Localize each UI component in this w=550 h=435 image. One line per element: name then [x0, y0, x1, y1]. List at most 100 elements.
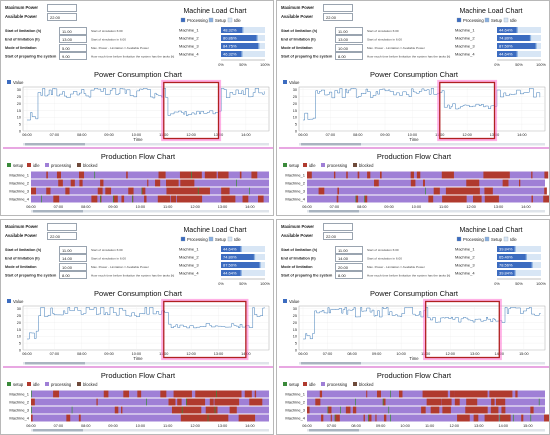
- power-scrollbar-thumb[interactable]: [25, 362, 85, 365]
- load-machine-label-2: Machine_2: [455, 36, 475, 41]
- flow-idle-segment: [180, 179, 195, 187]
- power-y-tick-5: 10: [293, 116, 297, 120]
- load-legend-swatch-1: [456, 236, 462, 242]
- param-input-4[interactable]: 9.00: [59, 52, 87, 60]
- flow-scrollbar-track[interactable]: [307, 210, 545, 213]
- flow-idle-segment: [345, 406, 351, 414]
- power-y-tick-1: 30: [17, 307, 21, 311]
- max-power-input[interactable]: [323, 223, 353, 231]
- flow-scrollbar-thumb[interactable]: [309, 429, 359, 432]
- flow-x-tick-8: 13:00: [474, 424, 484, 428]
- flow-idle-segment: [96, 398, 98, 406]
- load-bar-processing: [497, 43, 536, 49]
- flow-x-tick-2: 07:00: [330, 205, 340, 209]
- power-scrollbar-thumb[interactable]: [301, 143, 361, 146]
- power-scrollbar-track[interactable]: [299, 143, 545, 146]
- power-x-tick-5: 10:00: [396, 352, 406, 356]
- load-bar-processing: [221, 35, 257, 41]
- available-power-input[interactable]: 22.00: [47, 232, 77, 240]
- max-power-input[interactable]: [47, 4, 77, 12]
- flow-idle-segment: [375, 414, 377, 422]
- load-bar-processing: [497, 270, 515, 276]
- flow-idle-segment: [214, 398, 232, 406]
- simulation-panel-2: Maximum Power Available Power Start of lim…: [276, 0, 550, 216]
- power-scrollbar-thumb[interactable]: [25, 143, 85, 146]
- flow-x-tick-7: 12:00: [449, 424, 459, 428]
- flow-legend-label-2: idle: [309, 382, 316, 387]
- load-axis-tick-1: 0%: [218, 282, 224, 286]
- flow-idle-segment: [244, 390, 252, 398]
- flow-scrollbar-track[interactable]: [31, 210, 269, 213]
- param-input-2[interactable]: 14.00: [335, 254, 363, 262]
- flow-idle-segment: [352, 406, 357, 414]
- power-y-tick-2: 25: [17, 314, 21, 318]
- param-input-3[interactable]: 10.00: [335, 43, 363, 52]
- flow-idle-segment: [31, 398, 35, 406]
- power-x-tick-4: 09:00: [104, 133, 114, 137]
- param-input-1[interactable]: 11.00: [335, 26, 363, 35]
- param-input-2[interactable]: 13.00: [59, 35, 87, 43]
- power-scrollbar-track[interactable]: [23, 143, 269, 146]
- available-power-input[interactable]: 22.00: [47, 13, 77, 21]
- param-label-2: End of limitation (h): [281, 38, 316, 42]
- load-bar-percent-4: 44.64%: [499, 52, 513, 57]
- param-input-4[interactable]: 8.00: [59, 271, 87, 279]
- power-scrollbar-track[interactable]: [299, 362, 545, 365]
- power-y-tick-7: 0: [295, 348, 297, 352]
- param-input-1[interactable]: 11.00: [59, 26, 87, 35]
- load-bar-percent-1: 48.32%: [223, 28, 237, 33]
- available-power-input[interactable]: 22.00: [323, 13, 353, 21]
- max-power-label: Maximum Power: [281, 5, 314, 10]
- load-bar-idle: [221, 51, 265, 57]
- power-x-label: Time: [133, 137, 143, 142]
- load-legend-label-1: Processing: [463, 237, 484, 242]
- load-bar-idle: [221, 246, 265, 252]
- flow-idle-segment: [471, 398, 478, 406]
- flow-row-processing: [31, 398, 269, 406]
- panel-canvas: Maximum Power Available Power Start of lim…: [279, 5, 549, 213]
- load-machine-label-4: Machine_4: [455, 271, 475, 276]
- max-power-input[interactable]: [323, 4, 353, 12]
- param-input-3[interactable]: 20.00: [335, 262, 363, 271]
- power-scrollbar-thumb[interactable]: [301, 362, 361, 365]
- flow-setup-segment: [355, 398, 356, 406]
- flow-setup-segment: [207, 414, 209, 422]
- available-power-input[interactable]: 22.00: [323, 232, 353, 240]
- flow-scrollbar-track[interactable]: [307, 429, 545, 432]
- power-legend-swatch: [283, 80, 287, 84]
- flow-idle-segment: [78, 171, 85, 179]
- param-input-2[interactable]: 13.00: [335, 35, 363, 43]
- param-note-4: How much time before limitation the syst…: [91, 55, 174, 59]
- param-note-2: Start of simulation in 6:00: [91, 257, 126, 261]
- param-input-3[interactable]: 10.00: [59, 262, 87, 271]
- flow-legend-label-2: idle: [33, 163, 40, 168]
- flow-idle-segment: [191, 171, 202, 179]
- power-y-tick-1: 30: [17, 88, 21, 92]
- flow-idle-segment: [410, 171, 414, 179]
- load-bar-setup: [516, 51, 518, 57]
- flow-x-tick-3: 08:00: [81, 424, 91, 428]
- flow-setup-segment: [146, 398, 147, 406]
- flow-legend-label-1: setup: [13, 382, 24, 387]
- flow-legend-label-3: processing: [51, 163, 72, 168]
- flow-scrollbar-thumb[interactable]: [33, 429, 83, 432]
- flow-setup-segment: [390, 390, 391, 398]
- power-scrollbar-track[interactable]: [23, 362, 269, 365]
- param-input-4[interactable]: 8.00: [335, 52, 363, 60]
- flow-scrollbar-thumb[interactable]: [33, 210, 83, 213]
- max-power-input[interactable]: [47, 223, 77, 231]
- param-input-4[interactable]: 8.00: [335, 271, 363, 279]
- flow-setup-segment: [327, 406, 329, 414]
- flow-scrollbar-thumb[interactable]: [309, 210, 359, 213]
- param-input-1[interactable]: 11.00: [335, 245, 363, 254]
- flow-idle-segment: [382, 398, 386, 406]
- flow-machine-label-2: Machine_2: [9, 181, 29, 186]
- param-input-2[interactable]: 14.00: [59, 254, 87, 262]
- flow-scrollbar-track[interactable]: [31, 429, 269, 432]
- flow-idle-segment: [179, 171, 192, 179]
- param-input-1[interactable]: 11.00: [59, 245, 87, 254]
- load-machine-label-3: Machine_3: [179, 263, 199, 268]
- param-input-3[interactable]: 5.00: [59, 43, 87, 52]
- load-bar-processing: [497, 35, 530, 41]
- load-axis-tick-3: 100%: [260, 282, 270, 286]
